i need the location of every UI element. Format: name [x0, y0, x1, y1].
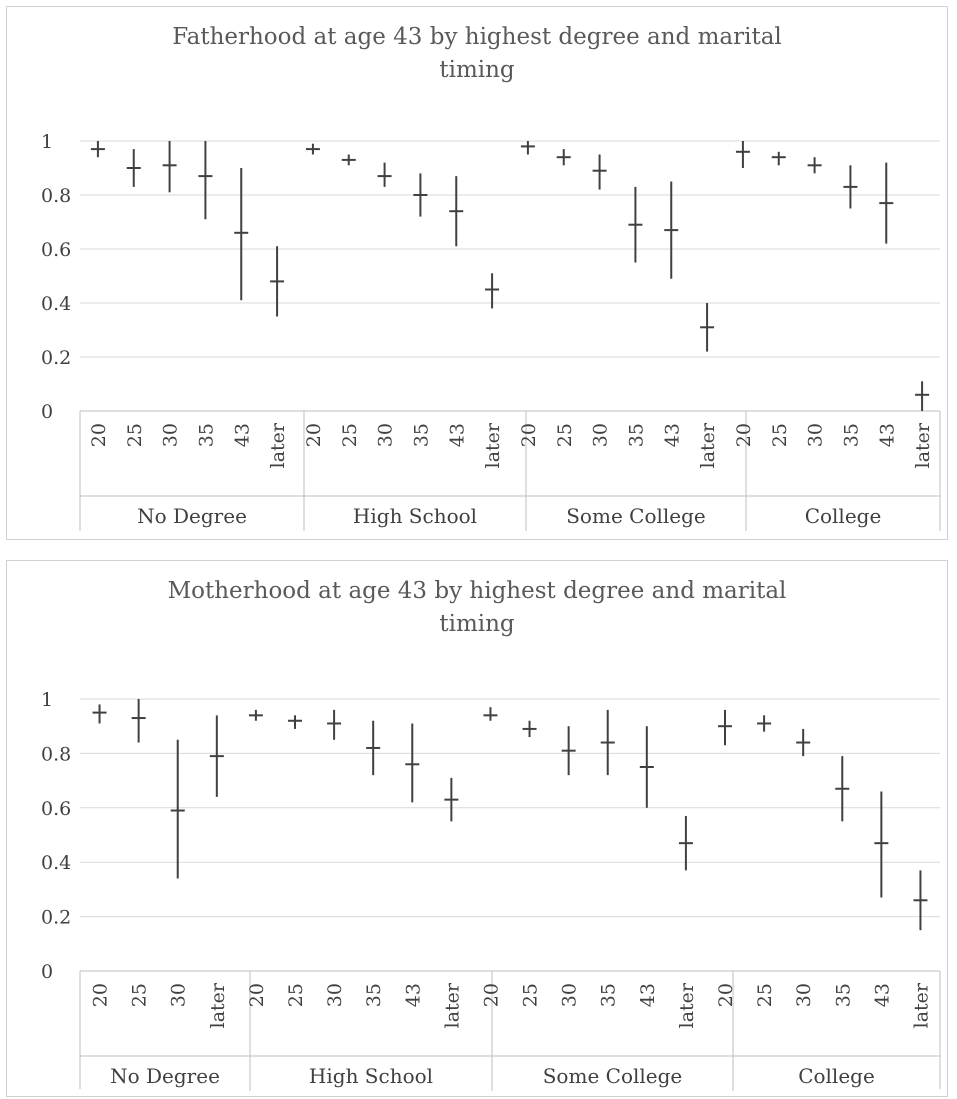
x-tick-label: later	[441, 982, 463, 1028]
y-tick-label: 1	[41, 131, 53, 153]
x-tick-label: 43	[402, 983, 424, 1007]
y-tick-label: 0.6	[41, 798, 71, 820]
x-tick-label: 20	[246, 983, 268, 1007]
x-tick-label: 30	[559, 983, 581, 1007]
x-tick-label: 30	[805, 423, 827, 447]
x-tick-label: later	[267, 422, 289, 468]
chart-title: Fatherhood at age 43 by highest degree a…	[172, 24, 782, 83]
x-tick-label: 20	[480, 983, 502, 1007]
y-tick-label: 1	[41, 689, 53, 711]
x-tick-label: 25	[129, 983, 151, 1007]
y-tick-label: 0.4	[41, 852, 71, 874]
x-tick-label: 20	[733, 423, 755, 447]
x-tick-label: 25	[124, 423, 146, 447]
x-tick-label: 43	[661, 423, 683, 447]
x-tick-label: 35	[625, 423, 647, 447]
y-tick-label: 0	[41, 961, 53, 983]
group-label: College	[798, 1064, 875, 1088]
x-tick-label: 30	[590, 423, 612, 447]
x-tick-label: 30	[793, 983, 815, 1007]
x-tick-label: 43	[871, 983, 893, 1007]
x-tick-label: 35	[840, 423, 862, 447]
x-tick-label: 25	[769, 423, 791, 447]
group-label: No Degree	[137, 504, 247, 528]
fatherhood-plot: 0 0.2 0.4 0.6 0.8 1 20 25 30 35 43 later No Degree 20…	[41, 131, 941, 531]
y-tick-label: 0	[41, 401, 53, 423]
group-label: No Degree	[110, 1064, 220, 1088]
y-tick-label: 0.2	[41, 907, 71, 929]
x-tick-label: 20	[518, 423, 540, 447]
x-tick-label: 25	[285, 983, 307, 1007]
x-tick-label: 35	[195, 423, 217, 447]
chart-title: Motherhood at age 43 by highest degree a…	[167, 578, 787, 637]
x-tick-label: 25	[554, 423, 576, 447]
x-tick-label: 30	[168, 983, 190, 1007]
x-tick-label: later	[910, 982, 932, 1028]
x-tick-label: 30	[160, 423, 182, 447]
group-label: High School	[353, 504, 477, 528]
x-tick-label: later	[676, 982, 698, 1028]
group-label: College	[805, 504, 882, 528]
y-tick-label: 0.8	[41, 185, 71, 207]
y-tick-label: 0.8	[41, 743, 71, 765]
x-tick-label: later	[207, 982, 229, 1028]
x-tick-label: 35	[832, 983, 854, 1007]
x-tick-label: 35	[410, 423, 432, 447]
y-tick-label: 0.6	[41, 239, 71, 261]
x-tick-label: 20	[715, 983, 737, 1007]
x-tick-label: 25	[339, 423, 361, 447]
motherhood-plot: 0 0.2 0.4 0.6 0.8 1 20 25 30 later No Degree 20 25 30…	[41, 689, 941, 1091]
x-tick-label: 20	[303, 423, 325, 447]
x-tick-label: 30	[375, 423, 397, 447]
x-tick-label: 43	[231, 423, 253, 447]
fatherhood-chart: Fatherhood at age 43 by highest degree a…	[6, 6, 948, 540]
motherhood-chart: Motherhood at age 43 by highest degree a…	[6, 560, 948, 1097]
x-tick-label: later	[482, 422, 504, 468]
x-tick-label: 20	[90, 983, 112, 1007]
y-tick-label: 0.2	[41, 347, 71, 369]
x-tick-label: 43	[876, 423, 898, 447]
x-tick-label: 20	[88, 423, 110, 447]
x-tick-label: later	[912, 422, 934, 468]
group-label: Some College	[566, 504, 706, 528]
group-label: Some College	[543, 1064, 683, 1088]
x-tick-label: 30	[324, 983, 346, 1007]
x-tick-label: 25	[520, 983, 542, 1007]
y-tick-label: 0.4	[41, 293, 71, 315]
x-tick-label: later	[697, 422, 719, 468]
x-tick-label: 25	[754, 983, 776, 1007]
x-tick-label: 43	[446, 423, 468, 447]
x-tick-label: 43	[637, 983, 659, 1007]
x-tick-label: 35	[363, 983, 385, 1007]
group-label: High School	[309, 1064, 433, 1088]
x-tick-label: 35	[598, 983, 620, 1007]
